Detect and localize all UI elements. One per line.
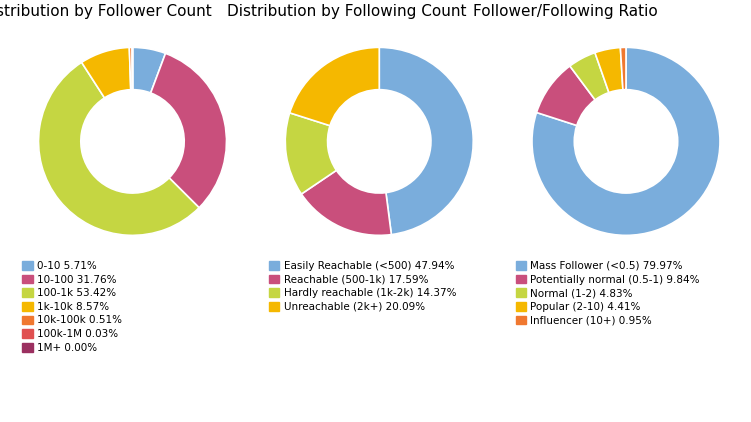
Wedge shape [301, 170, 391, 235]
Wedge shape [285, 113, 336, 194]
Wedge shape [570, 53, 609, 100]
Legend: Mass Follower (<0.5) 79.97%, Potentially normal (0.5-1) 9.84%, Normal (1-2) 4.83: Mass Follower (<0.5) 79.97%, Potentially… [514, 259, 702, 327]
Wedge shape [132, 47, 165, 93]
Wedge shape [290, 47, 379, 126]
Wedge shape [379, 47, 473, 235]
Wedge shape [151, 53, 227, 208]
Wedge shape [536, 66, 595, 125]
Text: Distribution by Following Count: Distribution by Following Count [227, 3, 466, 19]
Text: Distribution by Follower Count: Distribution by Follower Count [0, 3, 212, 19]
Text: Follower/Following Ratio: Follower/Following Ratio [473, 3, 658, 19]
Legend: 0-10 5.71%, 10-100 31.76%, 100-1k 53.42%, 1k-10k 8.57%, 10k-100k 0.51%, 100k-1M : 0-10 5.71%, 10-100 31.76%, 100-1k 53.42%… [20, 259, 124, 355]
Wedge shape [620, 47, 626, 90]
Wedge shape [532, 47, 720, 235]
Wedge shape [595, 48, 623, 92]
Wedge shape [82, 47, 131, 98]
Wedge shape [129, 47, 132, 90]
Wedge shape [38, 62, 199, 235]
Legend: Easily Reachable (<500) 47.94%, Reachable (500-1k) 17.59%, Hardly reachable (1k-: Easily Reachable (<500) 47.94%, Reachabl… [267, 259, 458, 314]
